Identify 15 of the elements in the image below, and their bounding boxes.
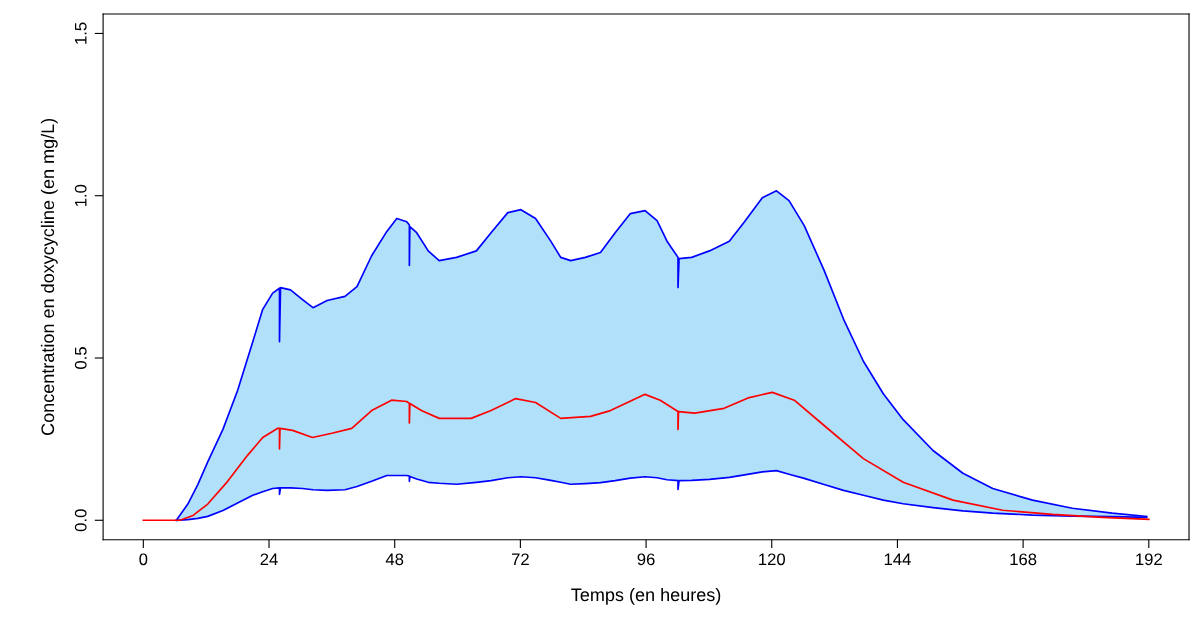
y-tick-label: 1.0	[74, 184, 87, 207]
x-tick-label: 144	[884, 553, 911, 566]
y-tick-label: 1.5	[74, 22, 87, 44]
x-tick-label: 192	[1136, 553, 1162, 566]
x-tick-label: 24	[260, 553, 278, 566]
x-tick-label: 0	[139, 553, 148, 566]
y-axis-title: Concentration en doxycycline (en mg/L)	[40, 118, 58, 435]
x-tick-label: 168	[1010, 553, 1037, 566]
x-tick-label: 72	[511, 553, 529, 566]
x-axis-title: Temps (en heures)	[571, 587, 721, 605]
x-tick-label: 96	[637, 553, 655, 566]
y-tick-label: 0.5	[74, 347, 87, 369]
x-tick-label: 120	[759, 553, 785, 566]
x-tick-label: 48	[385, 553, 404, 566]
y-tick-label: 0.0	[74, 509, 87, 532]
